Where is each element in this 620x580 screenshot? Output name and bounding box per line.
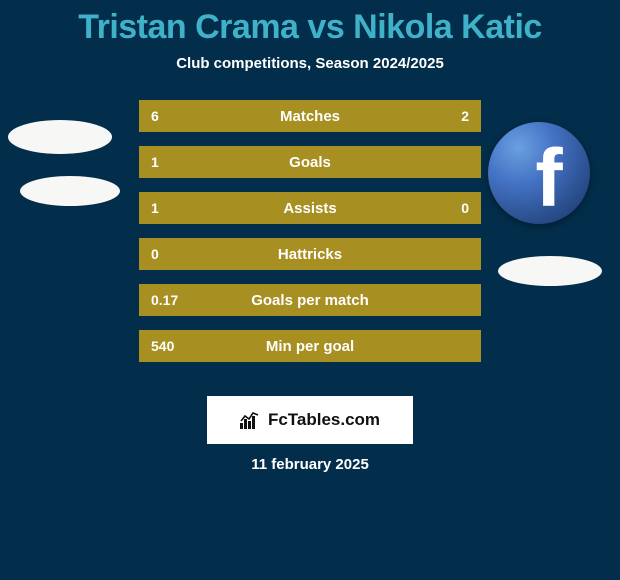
stat-row: 1 0 Assists xyxy=(139,192,481,224)
stat-row: 540 Min per goal xyxy=(139,330,481,362)
stat-row: 0 Hattricks xyxy=(139,238,481,270)
stat-value-left: 540 xyxy=(151,338,174,354)
stat-row: 1 Goals xyxy=(139,146,481,178)
stat-value-left: 0 xyxy=(151,246,159,262)
stat-value-left: 1 xyxy=(151,154,159,170)
brand-text: FcTables.com xyxy=(268,410,380,430)
stat-value-right: 2 xyxy=(461,108,469,124)
stat-row: 0.17 Goals per match xyxy=(139,284,481,316)
stat-value-left: 6 xyxy=(151,108,159,124)
player1-club-placeholder xyxy=(20,176,120,206)
stat-value-left: 0.17 xyxy=(151,292,178,308)
brand-badge[interactable]: FcTables.com xyxy=(207,396,413,444)
brand-chart-icon xyxy=(240,411,262,429)
stat-label: Goals per match xyxy=(251,292,369,309)
stat-label: Assists xyxy=(283,200,336,217)
stat-value-left: 1 xyxy=(151,200,159,216)
page-title: Tristan Crama vs Nikola Katic xyxy=(0,0,620,47)
date-label: 11 february 2025 xyxy=(251,456,369,473)
stat-value-right: 0 xyxy=(461,200,469,216)
page-subtitle: Club competitions, Season 2024/2025 xyxy=(0,55,620,72)
stat-bar-left xyxy=(141,102,395,130)
stat-row: 6 2 Matches xyxy=(139,100,481,132)
player1-avatar-placeholder xyxy=(8,120,112,154)
player2-club-placeholder xyxy=(498,256,602,286)
stat-label: Goals xyxy=(289,154,331,171)
stat-label: Matches xyxy=(280,108,340,125)
comparison-card: Tristan Crama vs Nikola Katic Club compe… xyxy=(0,0,620,580)
stat-label: Hattricks xyxy=(278,246,342,263)
stat-bar-left xyxy=(141,194,411,222)
facebook-icon: f xyxy=(535,132,562,226)
stat-label: Min per goal xyxy=(266,338,354,355)
facebook-share-button[interactable]: f xyxy=(488,122,590,224)
